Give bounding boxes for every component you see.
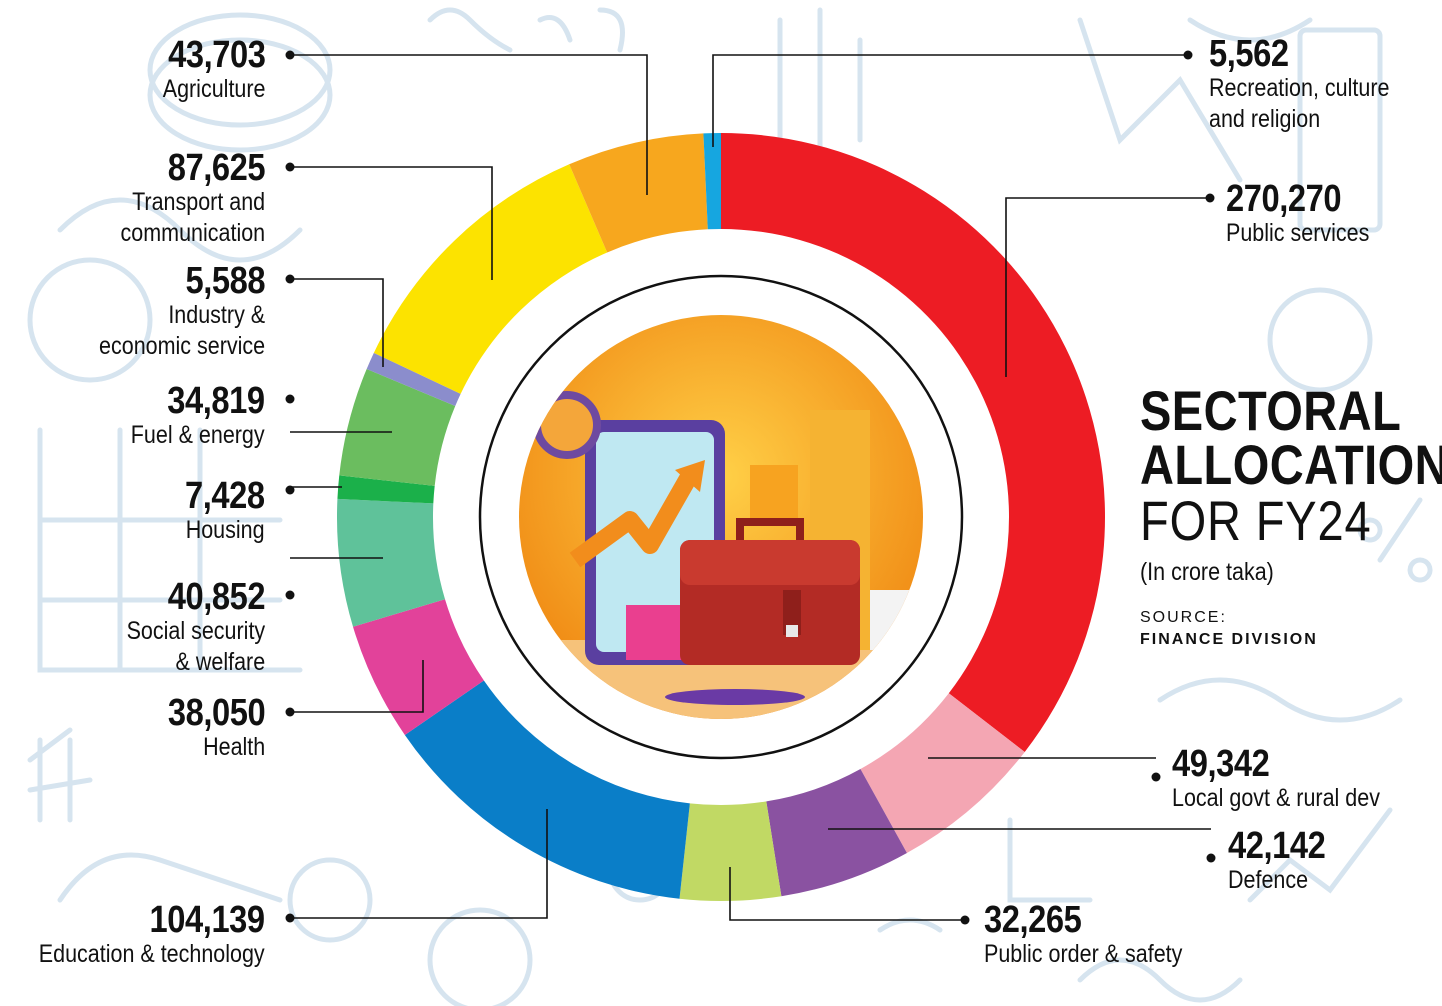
leader-line-industry-economic-service bbox=[290, 278, 384, 367]
leader-dot-education-technology bbox=[285, 913, 295, 923]
name-fuel-energy: Fuel & energy bbox=[131, 421, 265, 449]
leader-line-recreation-culture-and-religion bbox=[712, 54, 1188, 147]
chart-title-line3: FOR FY24 bbox=[1140, 489, 1372, 552]
slice-industry-economic-service bbox=[366, 352, 461, 407]
slice-public-order-safety bbox=[679, 801, 782, 902]
value-local-govt: 49,342 bbox=[1172, 743, 1270, 785]
value-fuel-energy: 34,819 bbox=[167, 380, 266, 422]
slice-recreation-culture-and-religion bbox=[703, 133, 721, 230]
slice-health bbox=[353, 599, 484, 735]
value-recreation: 5,562 bbox=[1209, 33, 1289, 75]
leader-line-transport-and-communication bbox=[290, 166, 493, 280]
leader-line-agriculture bbox=[290, 54, 648, 195]
leader-dot-housing bbox=[285, 485, 295, 495]
label-fuel-energy: 34,819 Fuel & energy bbox=[109, 382, 265, 451]
name-recreation: Recreation, culture and religion bbox=[1209, 74, 1390, 133]
value-defence: 42,142 bbox=[1228, 825, 1326, 867]
value-public-order: 32,265 bbox=[984, 899, 1082, 941]
value-social-security: 40,852 bbox=[167, 576, 266, 618]
slice-local-govt-rural-dev bbox=[860, 693, 1025, 853]
slice-transport-and-communication bbox=[373, 164, 608, 394]
name-transport: Transport and communication bbox=[120, 188, 265, 247]
leader-dot-recreation-culture-and-religion bbox=[1183, 50, 1193, 60]
leader-dot-public-order-safety bbox=[960, 915, 970, 925]
slice-housing bbox=[337, 475, 435, 504]
leader-dot-industry-economic-service bbox=[285, 274, 295, 284]
leader-line-public-order-safety bbox=[729, 867, 965, 921]
leader-dot-public-services bbox=[1205, 193, 1215, 203]
name-health: Health bbox=[202, 733, 265, 761]
chart-title-line2: ALLOCATION bbox=[1140, 433, 1442, 496]
leader-line-education-technology bbox=[290, 809, 548, 919]
slice-education-technology bbox=[404, 680, 690, 899]
chart-title-line1: SECTORAL bbox=[1140, 379, 1402, 442]
slice-social-security-welfare bbox=[337, 498, 446, 627]
name-agriculture: Agriculture bbox=[162, 75, 265, 103]
leader-line-health bbox=[290, 660, 424, 713]
chart-title-block: SECTORAL ALLOCATION FOR FY24 (In crore t… bbox=[1140, 379, 1442, 649]
leader-dot-defence bbox=[1206, 853, 1216, 863]
value-public-services: 270,270 bbox=[1226, 178, 1342, 220]
leader-dot-local-govt-rural-dev bbox=[1151, 772, 1161, 782]
slice-fuel-energy bbox=[339, 369, 456, 486]
source-label: SOURCE: bbox=[1140, 609, 1227, 626]
label-public-services: 270,270 Public services bbox=[1226, 180, 1393, 249]
label-industry: 5,588 Industry & economic service bbox=[72, 260, 266, 362]
value-housing: 7,428 bbox=[185, 475, 265, 517]
name-local-govt: Local govt & rural dev bbox=[1172, 784, 1380, 812]
name-social-security: Social security & welfare bbox=[126, 617, 265, 676]
value-education: 104,139 bbox=[149, 899, 266, 941]
label-social-security: 40,852 Social security & welfare bbox=[104, 578, 265, 678]
label-housing: 7,428 Housing bbox=[172, 477, 265, 546]
label-agriculture: 43,703 Agriculture bbox=[146, 34, 266, 105]
value-agriculture: 43,703 bbox=[167, 34, 266, 76]
value-health: 38,050 bbox=[167, 692, 266, 734]
center-illustration bbox=[519, 315, 923, 719]
chart-units: (In crore taka) bbox=[1140, 558, 1274, 586]
leader-dot-social-security-welfare bbox=[285, 590, 295, 600]
label-public-order: 32,265 Public order & safety bbox=[984, 901, 1215, 970]
value-industry: 5,588 bbox=[185, 260, 265, 302]
leader-dot-fuel-energy bbox=[285, 394, 295, 404]
leader-dot-agriculture bbox=[285, 50, 295, 60]
leader-dot-health bbox=[285, 707, 295, 717]
source-name: FINANCE DIVISION bbox=[1140, 631, 1318, 648]
value-transport: 87,625 bbox=[167, 147, 266, 189]
leader-line-public-services bbox=[1005, 197, 1210, 377]
label-local-govt: 49,342 Local govt & rural dev bbox=[1172, 745, 1414, 814]
label-health: 38,050 Health bbox=[152, 692, 266, 763]
name-industry: Industry & economic service bbox=[98, 301, 265, 360]
slice-agriculture bbox=[569, 133, 708, 253]
name-public-order: Public order & safety bbox=[984, 940, 1183, 968]
name-defence: Defence bbox=[1228, 866, 1309, 894]
slice-defence bbox=[766, 768, 907, 897]
name-housing: Housing bbox=[186, 516, 265, 544]
label-defence: 42,142 Defence bbox=[1228, 827, 1341, 896]
label-recreation: 5,562 Recreation, culture and religion bbox=[1209, 35, 1419, 135]
name-public-services: Public services bbox=[1226, 219, 1370, 247]
label-education: 104,139 Education & technology bbox=[2, 901, 265, 970]
leader-dot-transport-and-communication bbox=[285, 162, 295, 172]
name-education: Education & technology bbox=[39, 940, 265, 968]
label-transport: 87,625 Transport and communication bbox=[97, 149, 265, 249]
slice-public-services bbox=[721, 133, 1105, 752]
